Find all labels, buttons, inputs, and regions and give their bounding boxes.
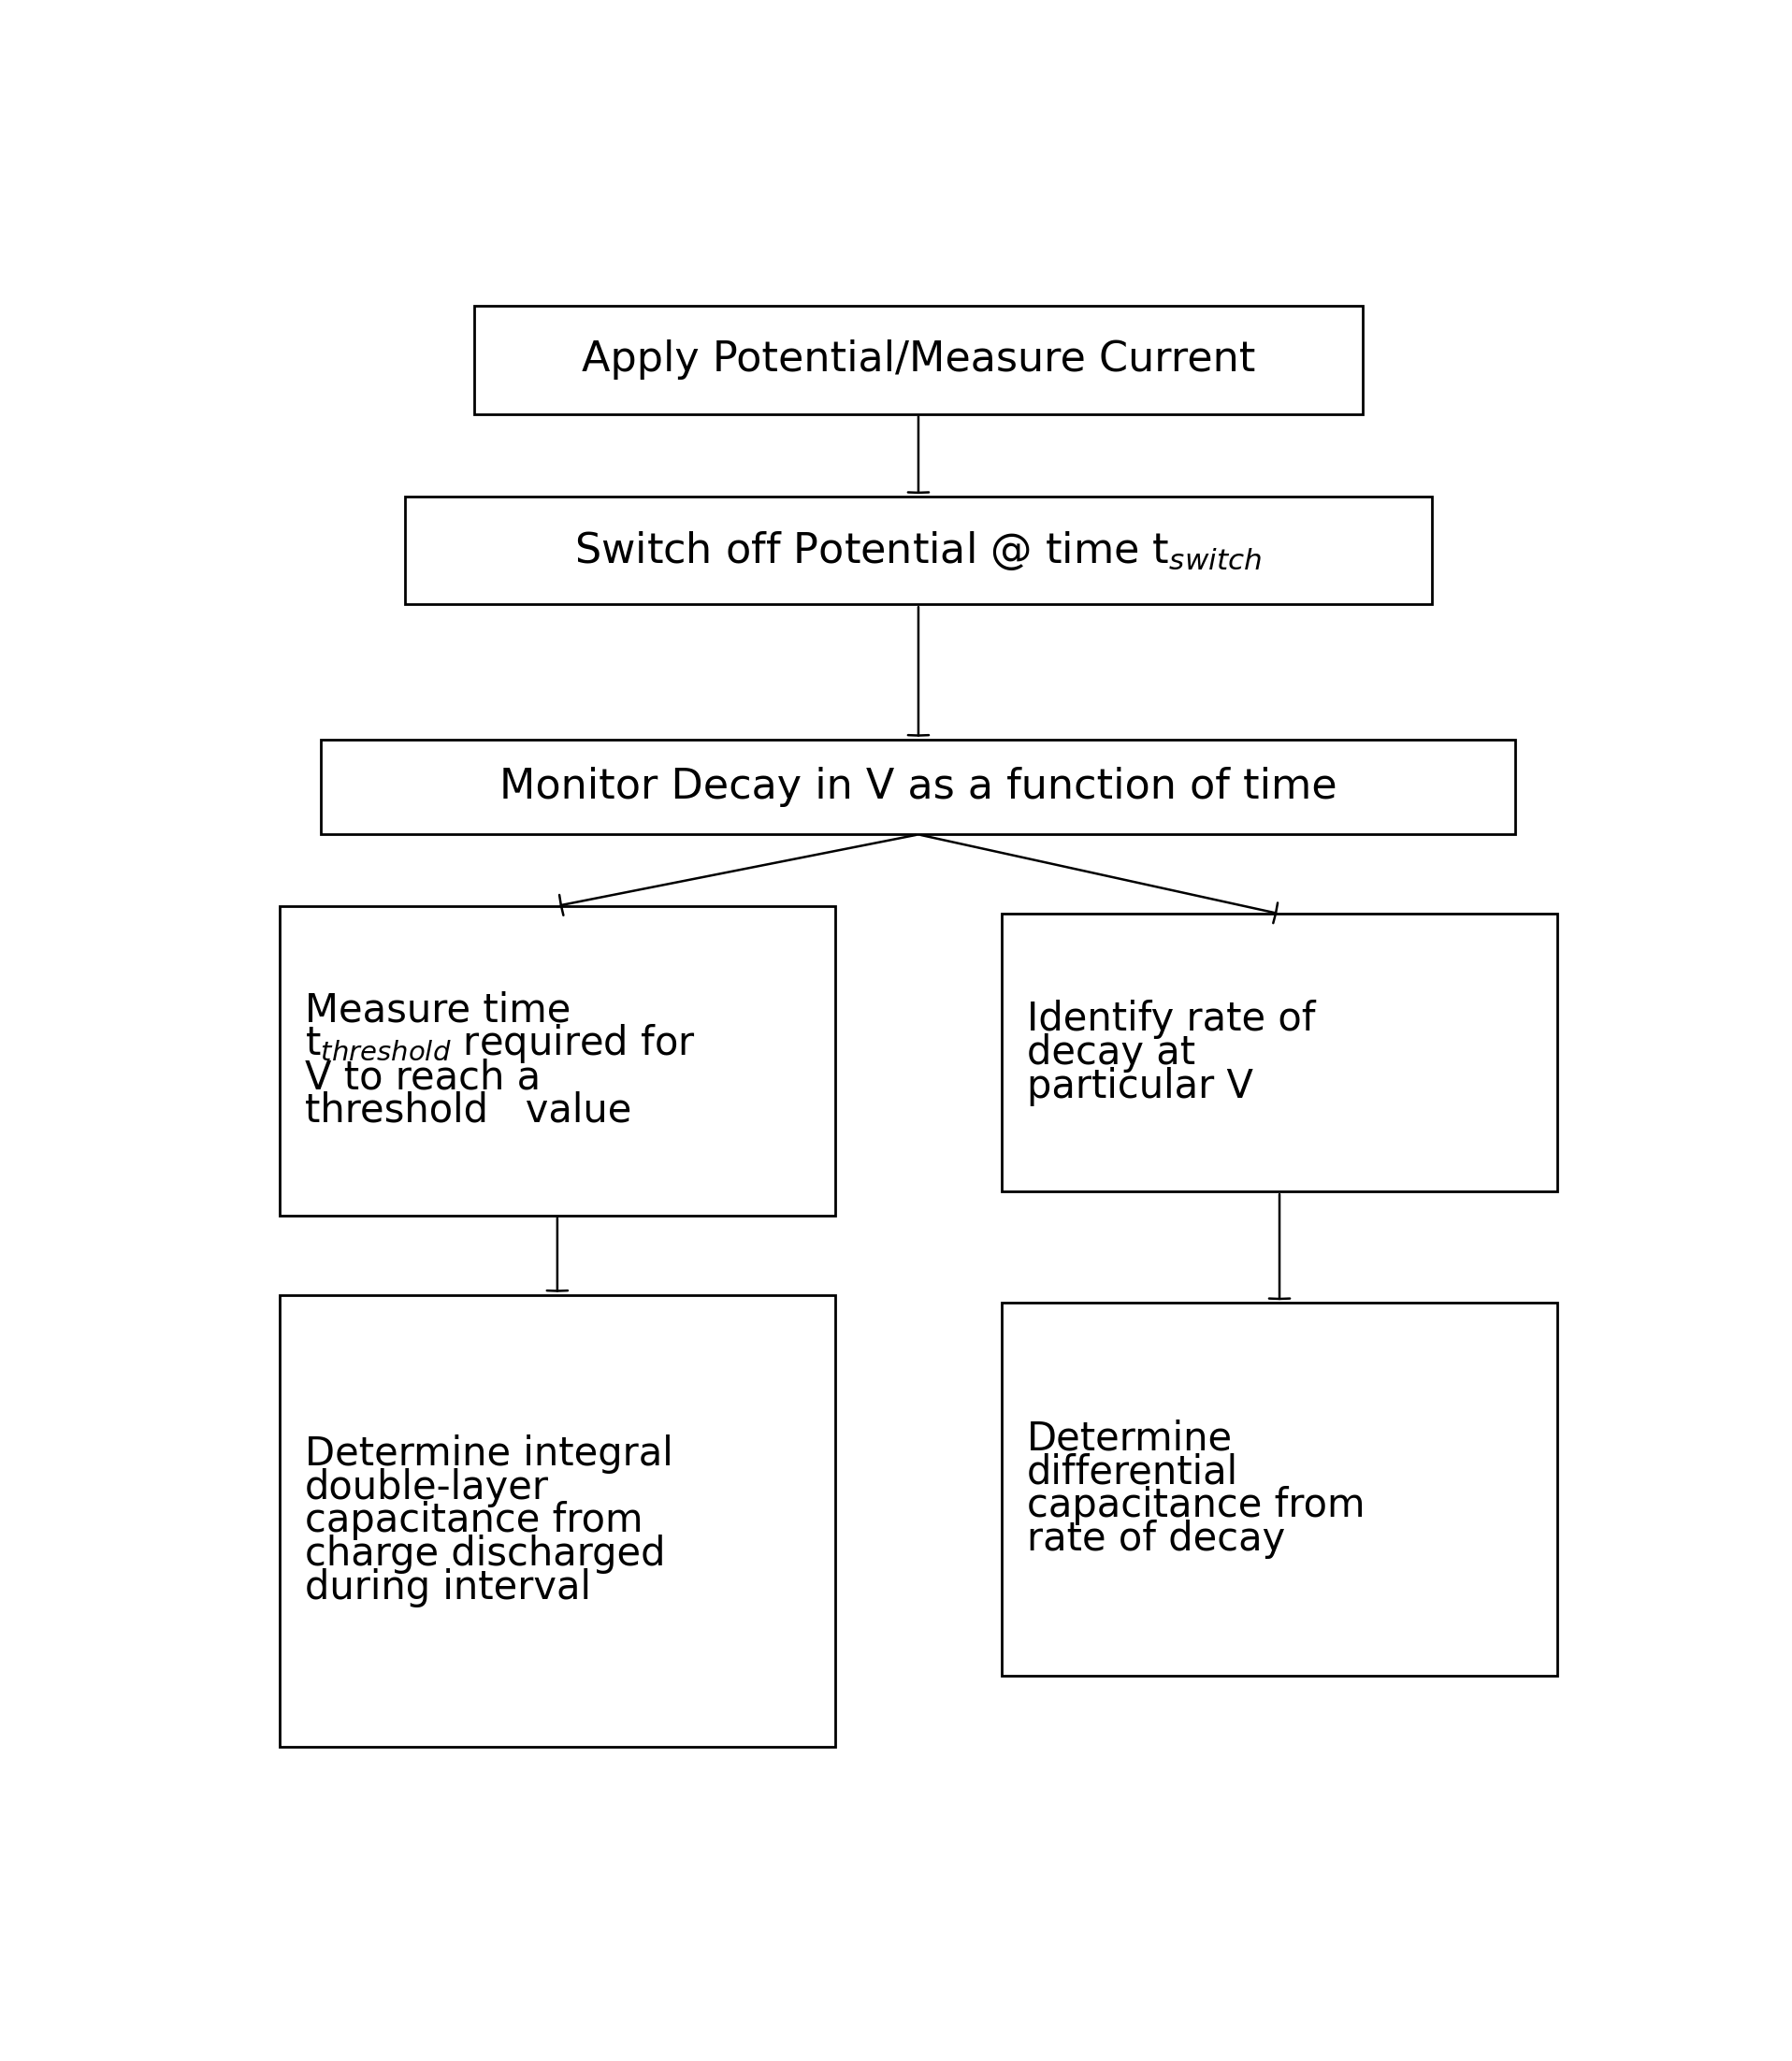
FancyBboxPatch shape [405,497,1432,604]
Text: decay at: decay at [1027,1033,1195,1072]
Text: Determine: Determine [1027,1420,1233,1459]
Text: Monitor Decay in V as a function of time: Monitor Decay in V as a function of time [500,767,1337,808]
Text: capacitance from: capacitance from [1027,1486,1366,1525]
Text: Measure time: Measure time [305,991,570,1030]
Text: double-layer: double-layer [305,1467,548,1507]
FancyBboxPatch shape [280,1294,835,1748]
Text: t$_{threshold}$ required for: t$_{threshold}$ required for [305,1022,695,1066]
Text: during interval: during interval [305,1568,591,1608]
Text: Apply Potential/Measure Current: Apply Potential/Measure Current [582,340,1254,379]
Text: rate of decay: rate of decay [1027,1519,1285,1558]
Text: particular V: particular V [1027,1066,1253,1107]
FancyBboxPatch shape [280,907,835,1216]
Text: V to reach a: V to reach a [305,1057,541,1096]
FancyBboxPatch shape [473,305,1364,414]
Text: threshold   value: threshold value [305,1090,631,1131]
Text: differential: differential [1027,1453,1238,1492]
Text: charge discharged: charge discharged [305,1535,665,1575]
FancyBboxPatch shape [1002,913,1557,1191]
FancyBboxPatch shape [1002,1303,1557,1676]
Text: Switch off Potential @ time t$_{switch}$: Switch off Potential @ time t$_{switch}$ [575,530,1262,573]
Text: Determine integral: Determine integral [305,1434,672,1474]
Text: Identify rate of: Identify rate of [1027,1000,1315,1039]
FancyBboxPatch shape [321,740,1516,835]
Text: capacitance from: capacitance from [305,1500,643,1540]
